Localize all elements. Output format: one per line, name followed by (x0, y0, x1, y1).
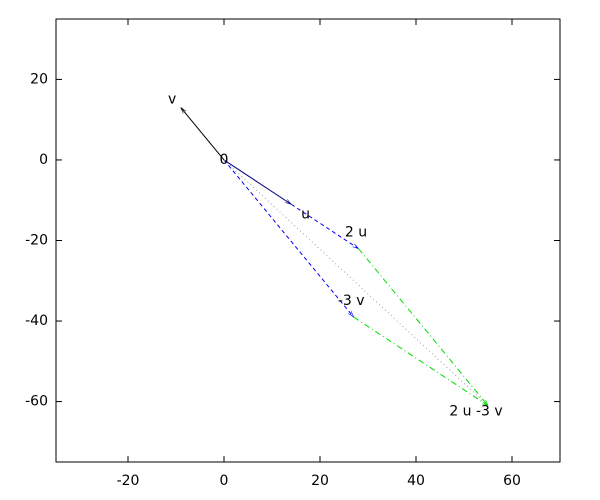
x-tick-label: 40 (407, 473, 425, 489)
vector-arrow (358, 248, 488, 406)
vector-arrow (223, 159, 354, 317)
annotation: -3 v (338, 293, 365, 309)
y-tick-label: 0 (39, 152, 48, 168)
vector-arrow (353, 316, 488, 406)
vector-arrow (223, 159, 489, 406)
y-tick-label: -40 (25, 313, 48, 329)
vector-arrow (223, 159, 291, 204)
x-tick-label: 0 (220, 473, 229, 489)
plot-frame (55, 18, 561, 463)
annotation: 0 (220, 152, 229, 168)
x-tick-label: -20 (117, 473, 140, 489)
x-tick-label: 60 (503, 473, 521, 489)
annotation: 2 u -3 v (449, 404, 502, 420)
annotation: u (301, 206, 310, 222)
y-tick-label: 20 (30, 71, 48, 87)
x-tick-label: 20 (311, 473, 329, 489)
annotation: v (168, 92, 176, 108)
y-tick-label: -60 (25, 394, 48, 410)
annotation: 2 u (345, 224, 367, 240)
y-tick-label: -20 (25, 233, 48, 249)
vector-arrow (181, 108, 225, 161)
